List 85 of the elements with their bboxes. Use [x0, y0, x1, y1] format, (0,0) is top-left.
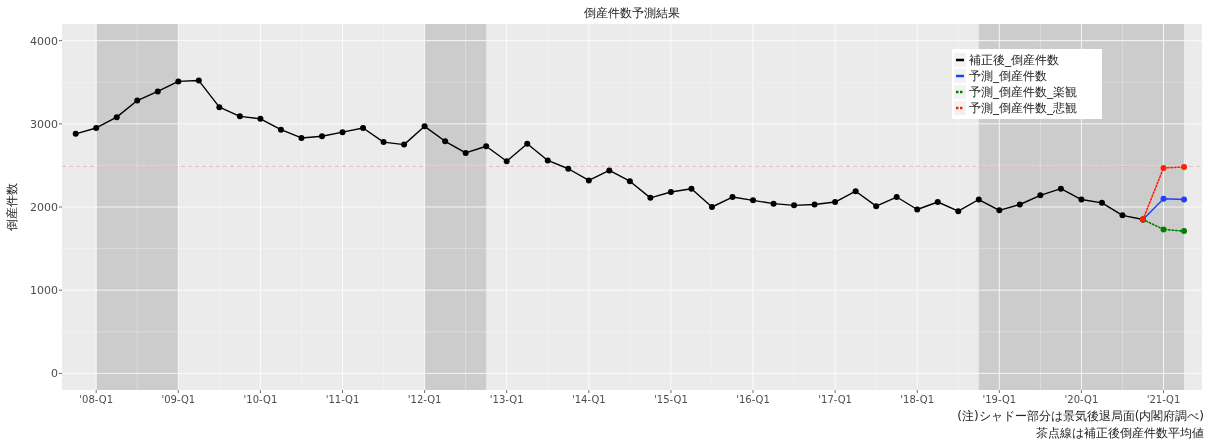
point	[1160, 164, 1167, 171]
x-tick-label: '12-Q1	[407, 394, 442, 405]
point	[1098, 199, 1105, 206]
point	[1160, 195, 1167, 202]
legend-label: 予測_倒産件数	[969, 69, 1047, 83]
x-tick-label: '15-Q1	[654, 394, 688, 405]
point	[606, 167, 613, 174]
text: 茶点線は補正後倒産件数平均値	[1036, 426, 1204, 440]
point	[647, 194, 654, 201]
legend-label: 予測_倒産件数_悲観	[969, 101, 1077, 115]
y-tick-label: 0	[51, 367, 58, 381]
point	[195, 77, 202, 84]
point	[360, 124, 367, 131]
y-tick-label: 3000	[30, 117, 58, 131]
x-tick-label: '11-Q1	[325, 394, 360, 405]
x-tick-label: '14-Q1	[571, 394, 606, 405]
point	[154, 88, 161, 95]
x-tick-label: '10-Q1	[243, 394, 278, 405]
x-tick-label: '20-Q1	[1064, 394, 1099, 405]
point	[934, 199, 941, 206]
point	[565, 165, 572, 172]
point	[1078, 196, 1085, 203]
point	[442, 138, 449, 145]
point	[1181, 164, 1188, 171]
point	[175, 78, 182, 85]
point	[339, 129, 346, 136]
point	[914, 206, 921, 213]
point	[852, 188, 859, 195]
point	[544, 157, 551, 164]
point	[1181, 228, 1188, 235]
point	[134, 97, 141, 104]
point	[524, 140, 531, 147]
point	[318, 133, 325, 140]
point	[1181, 196, 1188, 203]
point	[688, 185, 695, 192]
point	[811, 201, 818, 208]
point	[791, 202, 798, 209]
point	[626, 178, 633, 185]
point	[585, 177, 592, 184]
point	[462, 149, 469, 156]
x-tick-label: '16-Q1	[736, 394, 770, 405]
x-tick-label: '13-Q1	[489, 394, 524, 405]
point	[236, 113, 243, 120]
y-tick-label: 2000	[30, 201, 58, 214]
point	[832, 199, 839, 206]
point	[1016, 201, 1023, 208]
point	[975, 196, 982, 203]
legend-label: 補正後_倒産件数	[969, 53, 1059, 67]
point	[1160, 226, 1167, 233]
y-tick-label: 4000	[30, 34, 58, 48]
point	[93, 124, 100, 131]
point	[750, 197, 757, 204]
point	[893, 194, 900, 201]
point	[996, 207, 1003, 214]
x-tick-label: '19-Q1	[982, 394, 1017, 405]
point	[729, 194, 736, 201]
point	[216, 104, 223, 111]
text: (注)シャドー部分は景気後退局面(内閣府調べ)	[957, 409, 1204, 423]
x-tick-label: '21-Q1	[1146, 394, 1181, 405]
point	[483, 143, 490, 150]
point	[113, 114, 120, 121]
point	[277, 126, 284, 133]
x-tick-label: '09-Q1	[161, 394, 196, 405]
x-tick-label: '08-Q1	[79, 394, 114, 405]
point	[708, 204, 715, 210]
point	[667, 189, 674, 196]
point	[257, 115, 264, 122]
x-tick-label: '18-Q1	[900, 394, 935, 405]
y-tick-label: 1000	[30, 284, 58, 298]
point	[955, 208, 962, 215]
x-tick-label: '17-Q1	[818, 394, 852, 405]
point	[1119, 212, 1126, 219]
point	[503, 158, 510, 165]
point	[401, 141, 408, 148]
y-axis-title: 倒産件数	[5, 183, 19, 231]
point	[72, 130, 79, 137]
point	[1057, 185, 1064, 192]
point	[298, 134, 305, 141]
point	[421, 123, 428, 130]
point	[380, 139, 387, 146]
chart-title: 倒産件数予測結果	[584, 6, 680, 20]
point	[1037, 192, 1044, 199]
point	[770, 200, 777, 207]
legend-label: 予測_倒産件数_楽観	[969, 85, 1077, 99]
point	[873, 203, 880, 210]
